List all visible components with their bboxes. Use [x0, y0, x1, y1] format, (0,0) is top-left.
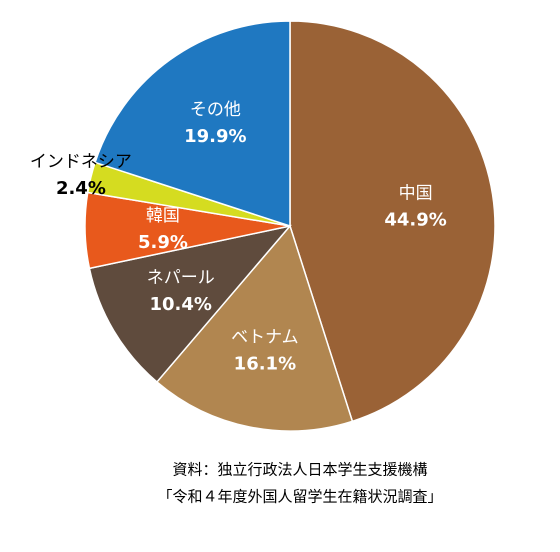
value-label: 10.4% — [150, 294, 212, 315]
value-label: 16.1% — [234, 354, 296, 375]
source-line: 資料：独立行政法人日本学生支援機構 — [172, 461, 427, 479]
slice-label: その他 — [190, 100, 241, 120]
value-label: 5.9% — [138, 232, 188, 253]
pie-slice — [94, 20, 291, 228]
pie-slice — [88, 224, 293, 383]
pie — [84, 20, 496, 432]
value-label: 2.4% — [56, 178, 106, 199]
slice-label: 韓国 — [146, 206, 180, 226]
slice-label: ネパール — [147, 268, 215, 288]
value-label: 19.9% — [184, 126, 246, 147]
slice-label: 中国 — [399, 183, 433, 203]
slice-label: ベトナム — [231, 328, 299, 348]
pie-slice — [155, 224, 354, 432]
pie-slice — [289, 20, 496, 423]
value-label: 44.9% — [384, 209, 446, 230]
source-line: 「令和４年度外国人留学生在籍状況調査」 — [157, 488, 442, 506]
slice-label: インドネシア — [30, 152, 132, 172]
